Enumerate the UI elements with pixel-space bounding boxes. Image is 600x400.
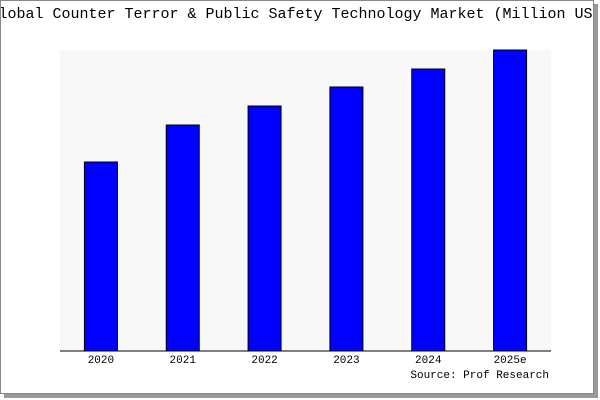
x-tick-label: 2023 [333,355,359,367]
x-tick-label: 2025e [494,355,527,367]
x-tick-label: 2021 [170,355,197,367]
bar [83,161,118,352]
x-tick-label: 2020 [88,355,114,367]
bar [165,124,200,352]
bar [411,68,446,352]
bar [329,86,364,352]
x-tick-label: 2024 [415,355,442,367]
plot-area [60,50,551,351]
bar [493,49,528,352]
x-tick-label: 2022 [251,355,277,367]
chart-title: Global Counter Terror & Public Safety Te… [0,6,600,23]
bar [247,105,282,352]
source-note: Source: Prof Research [410,370,549,382]
